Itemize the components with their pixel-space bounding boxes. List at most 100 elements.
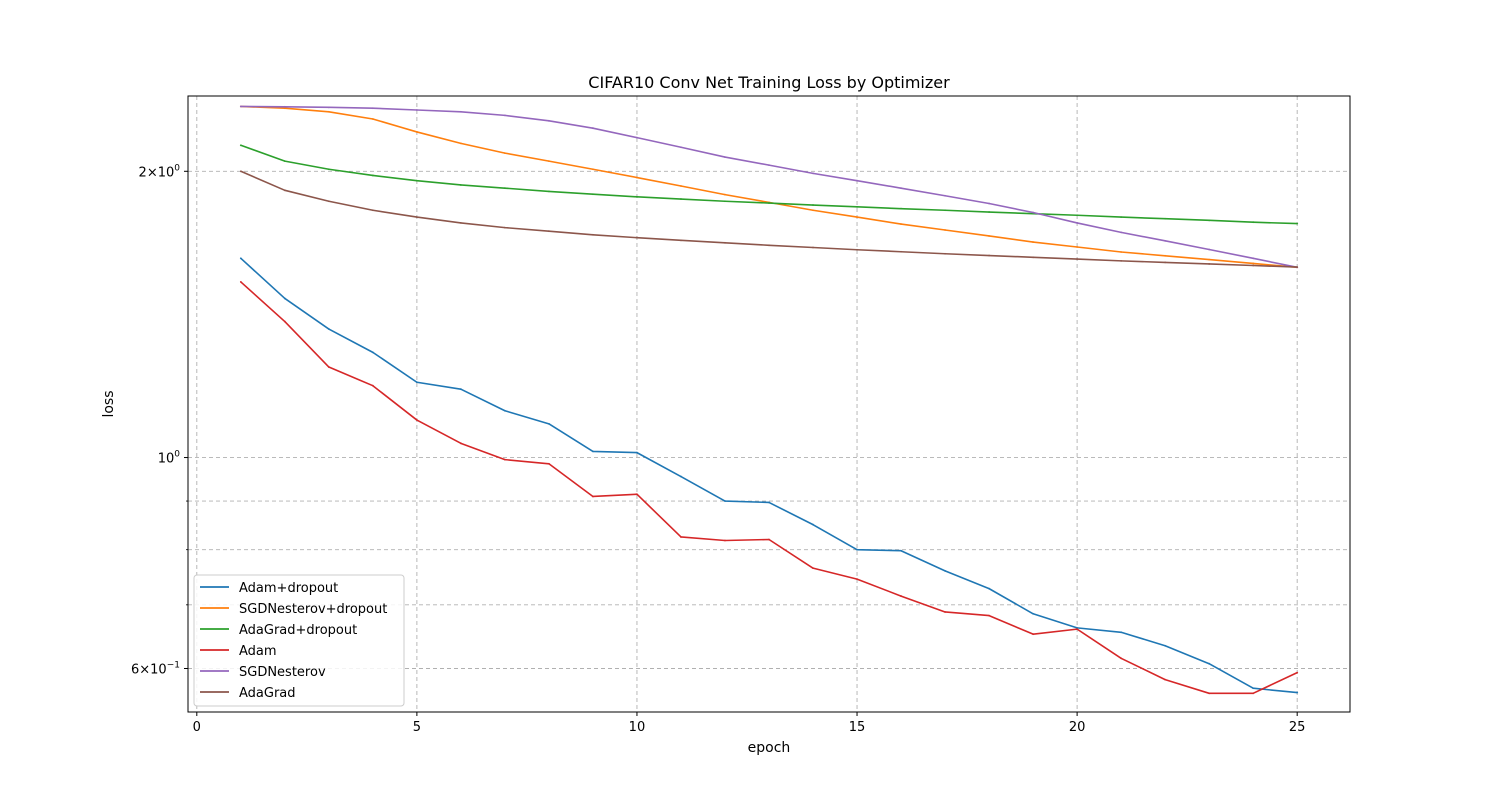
- data-point: [856, 205, 858, 208]
- data-point: [680, 146, 682, 149]
- data-point: [724, 193, 726, 196]
- data-point: [415, 381, 418, 384]
- data-point: [1208, 248, 1211, 251]
- data-point: [1164, 239, 1167, 242]
- data-point: [1164, 261, 1167, 264]
- data-point: [371, 174, 374, 177]
- plot-frame: [187, 95, 1351, 713]
- data-point: [504, 114, 506, 117]
- x-tick-label: 0: [193, 720, 201, 735]
- data-point: [1252, 262, 1255, 265]
- data-point: [680, 198, 682, 200]
- data-point: [1252, 257, 1255, 260]
- data-point: [592, 233, 594, 236]
- legend-label: Adam: [239, 644, 277, 659]
- legend-item-adagrad: AdaGrad: [200, 686, 296, 701]
- legend: Adam+dropout SGDNesterov+dropout AdaGrad+d…: [193, 574, 405, 707]
- data-point: [239, 257, 242, 260]
- data-point: [724, 200, 726, 203]
- data-point: [239, 170, 242, 173]
- y-axis-ticks: 2×100 100 6×10−1: [131, 163, 188, 677]
- data-point: [327, 200, 330, 203]
- data-point: [768, 244, 770, 247]
- data-point: [592, 193, 594, 196]
- data-point: [1208, 219, 1211, 222]
- data-point: [1076, 214, 1079, 217]
- data-point: [724, 539, 726, 542]
- data-point: [768, 538, 770, 541]
- data-point: [944, 252, 946, 255]
- data-point: [1296, 691, 1299, 694]
- data-point: [1164, 644, 1167, 647]
- data-point: [283, 160, 286, 163]
- data-point: [812, 523, 814, 526]
- legend-label: AdaGrad+dropout: [239, 623, 357, 638]
- data-point: [812, 172, 814, 175]
- data-point: [415, 109, 418, 111]
- data-point: [1252, 687, 1255, 690]
- x-tick-label: 5: [413, 720, 421, 735]
- series-adam-dropout: [239, 257, 1299, 694]
- data-point: [856, 248, 858, 251]
- data-point: [1120, 231, 1123, 234]
- data-point: [327, 106, 330, 109]
- data-point: [1164, 254, 1167, 257]
- data-point: [988, 254, 990, 257]
- data-point: [371, 209, 374, 212]
- data-point: [327, 366, 330, 368]
- data-point: [768, 501, 770, 504]
- data-point: [636, 176, 638, 179]
- data-point: [1296, 266, 1299, 268]
- data-point: [415, 216, 418, 219]
- series-lines: [239, 105, 1299, 695]
- y-tick-label: 100: [158, 450, 181, 467]
- data-point: [1252, 264, 1255, 267]
- data-point: [548, 230, 550, 233]
- data-point: [1032, 256, 1034, 259]
- data-point: [1032, 633, 1034, 636]
- data-point: [504, 409, 506, 412]
- data-point: [548, 160, 550, 163]
- data-point: [459, 184, 462, 186]
- legend-item-sgdnesterov: SGDNesterov: [200, 665, 326, 680]
- legend-box: [193, 574, 405, 707]
- data-point: [504, 458, 506, 461]
- data-point: [856, 179, 858, 182]
- data-point: [1120, 216, 1123, 219]
- data-point: [1076, 222, 1079, 224]
- legend-item-sgdnesterov-dropout: SGDNesterov+dropout: [200, 602, 387, 617]
- data-point: [636, 493, 638, 496]
- series-adagrad: [239, 170, 1299, 268]
- data-point: [900, 223, 902, 225]
- data-point: [283, 297, 286, 300]
- data-point: [856, 548, 858, 551]
- data-point: [944, 611, 946, 613]
- legend-label: SGDNesterov: [239, 665, 326, 680]
- data-point: [239, 281, 242, 283]
- data-point: [1076, 258, 1079, 260]
- data-point: [592, 450, 594, 453]
- data-point: [988, 614, 990, 617]
- data-point: [680, 185, 682, 187]
- x-tick-label: 20: [1069, 720, 1086, 735]
- data-point: [680, 536, 682, 538]
- data-point: [459, 110, 462, 113]
- data-point: [1120, 657, 1123, 660]
- legend-item-adagrad-dropout: AdaGrad+dropout: [200, 623, 357, 638]
- data-point: [504, 226, 506, 229]
- data-point: [1208, 263, 1211, 265]
- data-point: [812, 246, 814, 249]
- data-point: [548, 422, 550, 425]
- data-point: [548, 462, 550, 465]
- data-point: [459, 222, 462, 224]
- data-point: [327, 110, 330, 113]
- data-point: [944, 569, 946, 572]
- x-axis-label: epoch: [748, 740, 791, 756]
- data-point: [944, 194, 946, 197]
- legend-label: Adam+dropout: [239, 581, 338, 596]
- data-point: [1120, 251, 1123, 253]
- data-point: [239, 144, 242, 147]
- data-point: [1208, 692, 1211, 695]
- series-sgdnesterov: [239, 105, 1299, 269]
